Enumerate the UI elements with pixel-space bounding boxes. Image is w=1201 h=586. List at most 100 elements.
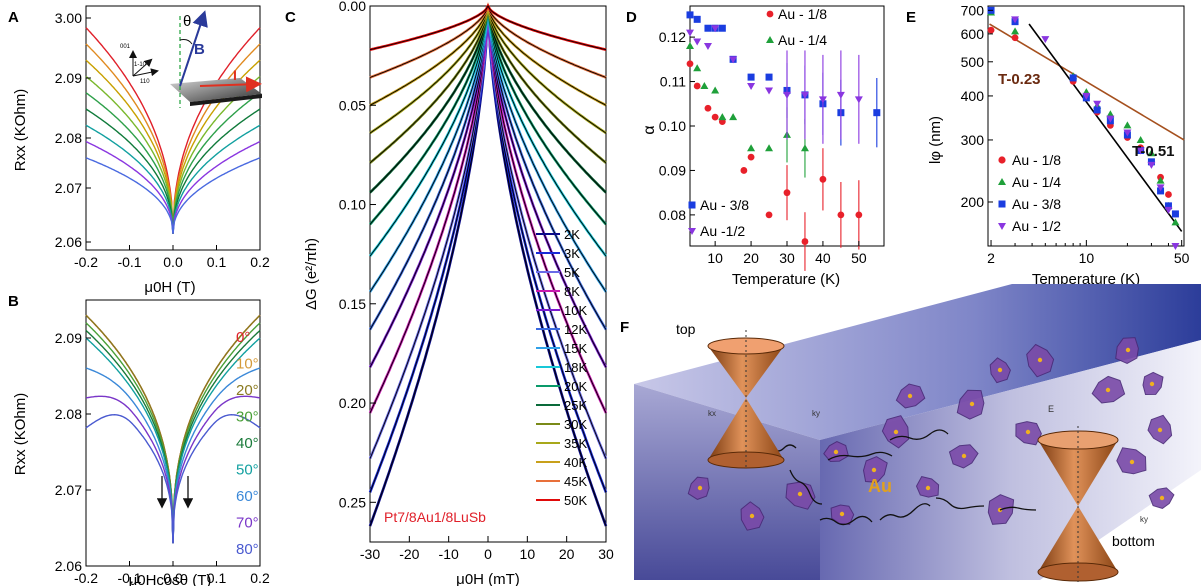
point-e-au12 [1041, 36, 1050, 44]
legend-d-marker [688, 201, 696, 209]
legend-e-marker [998, 178, 1006, 185]
panel-a: A -0.2 -0.1 0.0 0.1 0.23.002.092.082.072.06 … [8, 5, 270, 296]
ytick-e-label: 600 [961, 26, 985, 42]
panel-b: B -0.2 -0.1 0.0 0.1 0.2 2.09 2.08 2.07 2.06 0° 10… [8, 293, 270, 586]
point-e-au12 [1171, 243, 1180, 250]
au-clusters [687, 337, 1175, 531]
legend-b-entry: 70° [236, 515, 259, 532]
ticks-b: -0.2 -0.1 0.0 0.1 0.2 2.09 2.08 2.07 2.06 [55, 330, 270, 586]
ytick-c-label: 0.10 [339, 197, 366, 213]
au-atom [839, 511, 845, 517]
point-e-au38 [1093, 106, 1101, 114]
legend-c-entry: 35K [564, 436, 587, 451]
label-e: E [1048, 404, 1054, 414]
point-d-au38 [765, 73, 773, 81]
xtick-b-label: 0.2 [250, 570, 270, 586]
xtick-d-label: 20 [743, 250, 759, 266]
curve-b-4 [85, 322, 261, 544]
point-e-au12 [1123, 129, 1132, 137]
inset-axis-1-10-arrow [132, 58, 153, 77]
point-d-au38 [747, 73, 755, 81]
xtick-a-label: -0.2 [74, 254, 98, 270]
point-e-au12 [1136, 147, 1145, 155]
legend-d-marker [766, 36, 774, 43]
legend-c-entry: 12K [564, 322, 587, 337]
point-d-au14 [729, 113, 738, 121]
xtick-a-label: 0.2 [250, 254, 270, 270]
ytick-b-label: 2.06 [55, 558, 82, 574]
fit-c-20K [369, 5, 607, 225]
legend-e-entry: Au - 3/8 [1012, 196, 1061, 212]
au-atom [925, 485, 931, 491]
au-atom [1037, 357, 1043, 363]
xlabel-e: Temperature (K) [1032, 271, 1140, 288]
xlabel-b: μ0Hcosθ (T) [129, 572, 212, 586]
ytick-c-label: 0.15 [339, 296, 366, 312]
point-e-au18 [987, 26, 995, 34]
fit-c-50K [369, 5, 607, 51]
ticks-e: 2 10 50 700 600 500 400 300 200 [961, 2, 1190, 266]
slab-top-face [634, 284, 1201, 440]
legend-e-entry: Au - 1/4 [1012, 174, 1061, 190]
au-atom [749, 513, 755, 519]
point-d-au18 [704, 104, 712, 112]
point-e-au14 [1147, 149, 1156, 157]
xtick-b-label: -0.2 [74, 570, 98, 586]
point-d-au38 [686, 11, 694, 19]
au-atom [1125, 347, 1131, 353]
point-e-au38 [1171, 210, 1179, 218]
legend-c-entry: 40K [564, 455, 587, 470]
xtick-d-label: 30 [779, 250, 795, 266]
point-d-au18 [783, 189, 791, 197]
curves-c [368, 2, 608, 527]
bottom-cone-lower [1038, 506, 1118, 572]
curve-c-25K [369, 5, 607, 194]
xtick-d-label: 40 [815, 250, 831, 266]
au-atom [997, 367, 1003, 373]
ytick-d-label: 0.10 [659, 118, 686, 134]
ytick-d-label: 0.09 [659, 162, 686, 178]
panel-letter-e: E [906, 9, 916, 26]
panel-letter-d: D [626, 9, 637, 26]
legend-b-entry: 50° [236, 462, 259, 479]
au-atom [1149, 381, 1155, 387]
legend-d: Au - 1/8 Au - 1/4 Au - 3/8 Au -1/2 [688, 6, 827, 239]
au-atom [1025, 429, 1031, 435]
ylabel-a: Rxx (KOhm) [12, 89, 29, 172]
point-d-au12 [783, 91, 791, 99]
inset-theta-arc [179, 39, 193, 45]
inset-field-arrow [179, 10, 208, 87]
point-e-au12 [1082, 92, 1091, 100]
legend-d-entry: Au - 1/8 [778, 6, 827, 22]
xlabel-d: Temperature (K) [732, 271, 840, 288]
ytick-a-label: 2.06 [55, 234, 82, 250]
legend-c-entry: 25K [564, 398, 587, 413]
inset-a: 001 1-10 110 θ B I [120, 10, 262, 108]
curves-b [85, 314, 261, 544]
legend-d-entry: Au - 3/8 [700, 197, 749, 213]
xtick-b-label: 0.1 [207, 570, 227, 586]
point-d-au38 [718, 24, 726, 32]
xtick-c-label: -20 [399, 546, 419, 562]
ylabel-c: ΔG (e²/πh) [303, 238, 320, 310]
top-cone-lower [708, 398, 784, 460]
ytick-e-label: 500 [961, 54, 985, 70]
fit-label-t051: T-0.51 [1132, 143, 1175, 160]
au-atom [969, 401, 975, 407]
curve-b-3 [85, 314, 261, 544]
legend-c-entry: 5K [564, 265, 580, 280]
fit-c-25K [369, 5, 607, 193]
ytick-e-label: 200 [961, 194, 985, 210]
curve-a-5 [85, 92, 261, 234]
xtick-b-label: 0.0 [163, 570, 183, 586]
xtick-c-label: 10 [520, 546, 536, 562]
point-d-au14 [711, 86, 720, 94]
xtick-e-label: 2 [987, 250, 995, 266]
legend-d-marker [688, 228, 696, 235]
xlabel-c: μ0H (mT) [456, 571, 520, 586]
legend-b-entry: 10° [236, 356, 259, 373]
point-e-au14 [1136, 135, 1145, 143]
legend-b: 0° 10° 20° 30° 40° 50° 60° 70° 80° [236, 329, 259, 558]
point-d-au18 [765, 211, 773, 219]
point-d-au12 [854, 96, 863, 104]
